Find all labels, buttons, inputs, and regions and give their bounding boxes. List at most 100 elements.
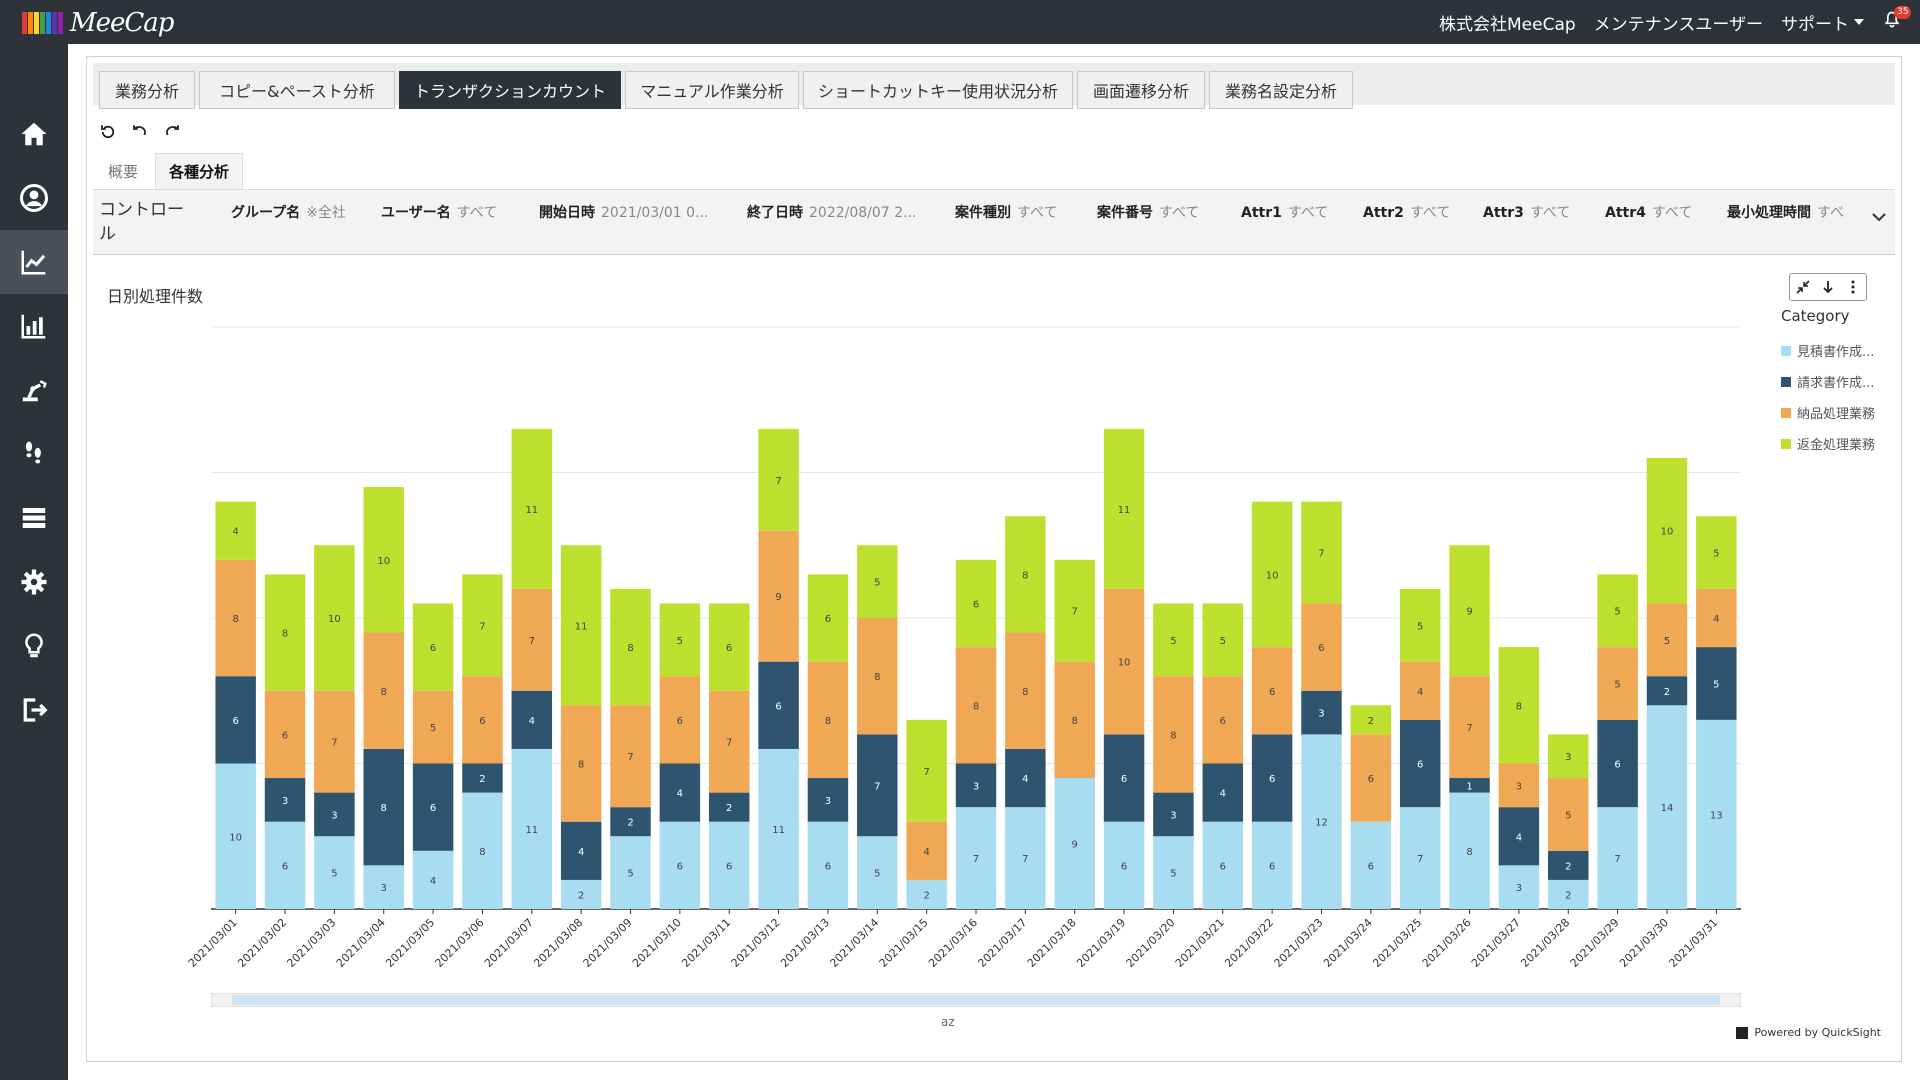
bar-segment[interactable] [1646,603,1688,677]
bar-segment[interactable] [1449,792,1490,909]
bar-segment[interactable] [1597,719,1638,808]
bar-segment[interactable] [955,647,997,764]
bar-segment[interactable] [1498,865,1540,909]
bar-segment[interactable] [1202,763,1244,822]
filter-case-type[interactable]: 案件種別 すべて [955,202,1075,222]
sidebar-item-home[interactable] [0,102,68,166]
app-logo[interactable]: MeeCap [22,6,174,40]
sidebar-item-trace[interactable] [0,422,68,486]
bar-segment[interactable] [1103,588,1145,735]
bar-segment[interactable] [264,690,306,779]
bar-segment[interactable] [1054,559,1095,662]
sort-az-icon[interactable]: az [941,1015,955,1029]
bar-segment[interactable] [1251,501,1293,648]
bar-segment[interactable] [215,559,256,677]
bar-segment[interactable] [857,618,898,735]
bar-segment[interactable] [1696,719,1737,909]
bar-segment[interactable] [1103,734,1145,822]
bar-segment[interactable] [1399,807,1441,909]
bar-segment[interactable] [511,748,553,909]
bar-segment[interactable] [807,778,849,822]
bar-segment[interactable] [560,879,602,909]
bar-segment[interactable] [906,821,947,880]
bar-segment[interactable] [708,603,750,691]
collapse-icon[interactable] [1795,279,1811,295]
bar-segment[interactable] [511,690,553,749]
bar-segment[interactable] [1646,705,1688,909]
bar-segment[interactable] [1399,719,1441,808]
bar-segment[interactable] [1646,457,1688,604]
filter-attr4[interactable]: Attr4 すべて [1605,202,1705,222]
bar-segment[interactable] [560,821,602,880]
sidebar-item-logout[interactable] [0,678,68,742]
bar-segment[interactable] [1005,807,1046,909]
bar-segment[interactable] [758,530,799,662]
bar-segment[interactable] [1301,603,1342,691]
filter-group-name[interactable]: グループ名 ※全社 [231,202,347,222]
sidebar-item-tips[interactable] [0,614,68,678]
sidebar-item-settings[interactable] [0,550,68,614]
bar-segment[interactable] [1498,763,1540,808]
bar-segment[interactable] [1301,734,1342,909]
bar-segment[interactable] [659,821,701,909]
chart-scrollbar[interactable] [211,993,1741,1007]
bar-segment[interactable] [955,763,997,808]
bar-segment[interactable] [1301,501,1342,604]
legend-item-invoice[interactable]: 請求書作成... [1781,372,1875,391]
bar-segment[interactable] [659,676,701,764]
filter-case-number[interactable]: 案件番号 すべて [1097,202,1217,222]
chevron-down-icon[interactable] [1871,212,1887,222]
bar-segment[interactable] [314,545,355,691]
bar-segment[interactable] [1350,734,1392,822]
bar-segment[interactable] [1498,647,1540,764]
filter-attr2[interactable]: Attr2 すべて [1363,202,1463,222]
bar-segment[interactable] [807,821,849,909]
bar-segment[interactable] [906,719,947,822]
bar-segment[interactable] [412,603,454,691]
bar-segment[interactable] [1449,778,1490,793]
bar-segment[interactable] [955,559,997,648]
legend-item-refund[interactable]: 返金処理業務 [1781,434,1875,453]
bar-segment[interactable] [1005,632,1046,749]
bar-segment[interactable] [1548,734,1589,779]
bar-segment[interactable] [1301,690,1342,735]
subtab-various-analysis[interactable]: 各種分析 [155,153,243,189]
bar-segment[interactable] [1153,676,1194,793]
bar-segment[interactable] [1548,778,1589,851]
bar-segment[interactable] [906,879,947,909]
bar-segment[interactable] [1251,821,1293,909]
bar-segment[interactable] [807,661,849,779]
bar-segment[interactable] [610,836,651,909]
filter-attr3[interactable]: Attr3 すべて [1483,202,1583,222]
bar-segment[interactable] [560,545,602,706]
support-menu[interactable]: サポート [1781,10,1864,35]
bar-segment[interactable] [610,807,651,837]
bar-segment[interactable] [758,661,799,749]
bar-segment[interactable] [1251,734,1293,822]
bar-segment[interactable] [1597,807,1638,909]
bar-segment[interactable] [857,734,898,837]
bar-segment[interactable] [215,501,256,560]
tab-shortcut-key-analysis[interactable]: ショートカットキー使用状況分析 [803,71,1073,109]
bar-segment[interactable] [1399,588,1441,662]
bar-segment[interactable] [708,690,750,793]
tab-business-name-analysis[interactable]: 業務名設定分析 [1209,71,1353,109]
redo-icon[interactable] [163,123,181,141]
bar-segment[interactable] [610,588,651,706]
bar-segment[interactable] [1054,661,1095,779]
tab-screen-transition-analysis[interactable]: 画面遷移分析 [1077,71,1205,109]
bar-segment[interactable] [462,676,503,764]
bar-segment[interactable] [462,792,503,909]
bar-segment[interactable] [708,821,750,909]
bar-segment[interactable] [363,865,404,909]
bar-segment[interactable] [1548,850,1589,880]
bar-segment[interactable] [758,428,799,531]
bar-segment[interactable] [511,428,553,589]
bar-segment[interactable] [215,676,256,764]
bar-segment[interactable] [462,763,503,793]
bar-segment[interactable] [1696,588,1737,648]
bar-segment[interactable] [1202,676,1244,764]
bar-segment[interactable] [264,574,306,691]
bar-segment[interactable] [857,545,898,618]
bar-segment[interactable] [610,705,651,808]
